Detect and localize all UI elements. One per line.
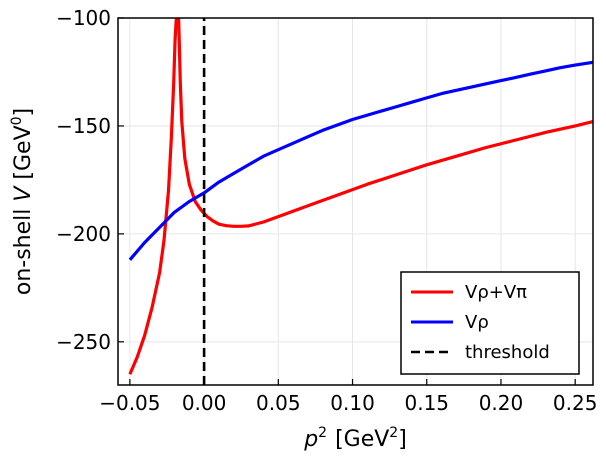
x-tick-label: 0.25 xyxy=(553,391,598,415)
x-axis-label: p2 [GeV2] xyxy=(303,425,407,452)
series-vrho-line xyxy=(128,60,594,261)
y-tick-label: −100 xyxy=(56,6,111,30)
x-tick-label: 0.15 xyxy=(404,391,449,415)
legend: Vρ+Vπ Vρ threshold xyxy=(400,271,580,375)
y-tick-label: −150 xyxy=(56,114,111,138)
legend-label: threshold xyxy=(465,342,550,363)
ticks-layer: −0.05 0.00 0.05 0.10 0.15 0.20 0.25 −250 −200 −15… xyxy=(56,6,597,415)
series-vrho-vpi-line xyxy=(128,17,179,375)
legend-label: Vρ xyxy=(465,312,489,333)
series-layer xyxy=(128,17,594,385)
series-vrho-vpi-line-branch xyxy=(177,17,594,228)
legend-label: Vρ+Vπ xyxy=(465,282,527,303)
y-axis-label: on-shell V [GeV0] xyxy=(9,108,36,295)
x-tick-label: −0.05 xyxy=(99,391,160,415)
x-tick-label: 0.00 xyxy=(182,391,227,415)
y-tick-label: −200 xyxy=(56,222,111,246)
x-tick-label: 0.20 xyxy=(479,391,524,415)
y-tick-label: −250 xyxy=(56,330,111,354)
x-tick-label: 0.10 xyxy=(330,391,375,415)
x-tick-label: 0.05 xyxy=(256,391,301,415)
plot-frame xyxy=(117,17,594,386)
